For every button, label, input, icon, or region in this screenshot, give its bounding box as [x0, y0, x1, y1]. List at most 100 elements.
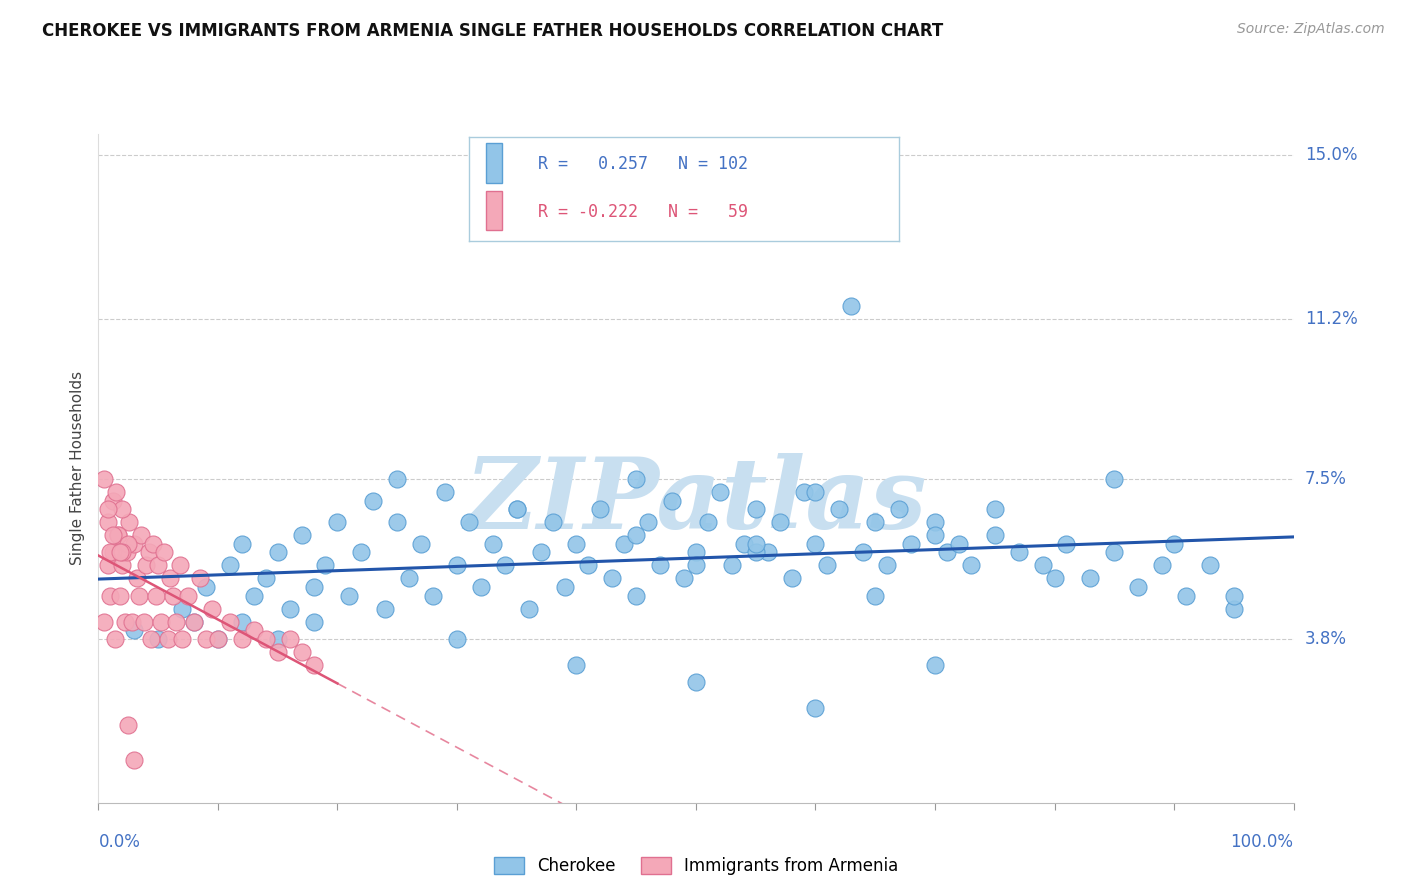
- Point: [124, 537, 146, 551]
- Point: [576, 558, 599, 573]
- Point: [101, 545, 124, 559]
- Point: [924, 528, 946, 542]
- Point: [385, 472, 409, 486]
- Point: [948, 537, 970, 551]
- Text: 3.8%: 3.8%: [1305, 630, 1347, 648]
- Point: [470, 580, 492, 594]
- Point: [132, 615, 155, 629]
- Point: [756, 545, 779, 559]
- Point: [117, 718, 139, 732]
- Point: [804, 537, 827, 551]
- Point: [177, 589, 200, 603]
- Point: [721, 558, 744, 573]
- Point: [863, 589, 886, 603]
- Point: [804, 701, 827, 715]
- Point: [924, 515, 946, 529]
- Point: [624, 589, 647, 603]
- Point: [398, 571, 420, 585]
- Point: [983, 502, 1005, 516]
- Legend: Cherokee, Immigrants from Armenia: Cherokee, Immigrants from Armenia: [486, 850, 905, 881]
- Point: [1163, 537, 1185, 551]
- Point: [267, 645, 290, 659]
- Point: [446, 632, 468, 646]
- Point: [745, 502, 768, 516]
- Text: 15.0%: 15.0%: [1305, 146, 1357, 164]
- Point: [565, 657, 588, 672]
- Point: [145, 589, 167, 603]
- Point: [1102, 545, 1125, 559]
- Point: [411, 537, 433, 551]
- Point: [156, 632, 179, 646]
- Point: [935, 545, 957, 559]
- Point: [231, 615, 253, 629]
- Point: [139, 632, 162, 646]
- Point: [108, 589, 131, 603]
- Point: [183, 615, 205, 629]
- Point: [302, 657, 325, 672]
- Point: [1054, 537, 1078, 551]
- Point: [165, 615, 187, 629]
- Point: [889, 502, 911, 516]
- Point: [194, 580, 217, 594]
- Point: [172, 632, 194, 646]
- Point: [554, 580, 576, 594]
- Point: [624, 528, 647, 542]
- Point: [207, 632, 229, 646]
- Point: [93, 472, 115, 486]
- Point: [290, 528, 312, 542]
- Point: [115, 545, 138, 559]
- Point: [219, 558, 242, 573]
- Point: [278, 632, 301, 646]
- Point: [162, 589, 184, 603]
- Point: [188, 571, 211, 585]
- Point: [93, 615, 115, 629]
- Point: [624, 472, 647, 486]
- Point: [194, 632, 217, 646]
- Point: [97, 558, 120, 573]
- Point: [98, 545, 122, 559]
- Point: [446, 558, 468, 573]
- Point: [337, 589, 360, 603]
- Point: [1222, 589, 1246, 603]
- Point: [804, 485, 827, 500]
- Point: [243, 623, 266, 637]
- Point: [697, 515, 720, 529]
- Point: [613, 537, 636, 551]
- Point: [98, 589, 122, 603]
- Point: [1198, 558, 1220, 573]
- Point: [219, 615, 242, 629]
- Point: [661, 493, 683, 508]
- Point: [124, 623, 146, 637]
- Point: [207, 632, 229, 646]
- Point: [637, 515, 659, 529]
- Point: [768, 515, 790, 529]
- Point: [302, 615, 325, 629]
- Point: [108, 545, 131, 559]
- Point: [374, 601, 396, 615]
- Point: [254, 571, 277, 585]
- Point: [815, 558, 838, 573]
- Point: [506, 502, 529, 516]
- Point: [506, 502, 529, 516]
- Point: [290, 645, 312, 659]
- Point: [1222, 601, 1246, 615]
- Point: [278, 601, 301, 615]
- Point: [107, 528, 129, 542]
- Point: [125, 571, 148, 585]
- Point: [350, 545, 373, 559]
- Point: [111, 545, 134, 559]
- Point: [422, 589, 444, 603]
- Text: CHEROKEE VS IMMIGRANTS FROM ARMENIA SINGLE FATHER HOUSEHOLDS CORRELATION CHART: CHEROKEE VS IMMIGRANTS FROM ARMENIA SING…: [42, 22, 943, 40]
- Point: [745, 545, 768, 559]
- Point: [121, 615, 143, 629]
- Point: [876, 558, 898, 573]
- Point: [983, 528, 1005, 542]
- Point: [852, 545, 875, 559]
- Point: [685, 675, 707, 690]
- Point: [104, 632, 127, 646]
- Point: [131, 528, 153, 542]
- Point: [231, 537, 253, 551]
- Point: [565, 537, 588, 551]
- Point: [315, 558, 337, 573]
- Point: [1007, 545, 1029, 559]
